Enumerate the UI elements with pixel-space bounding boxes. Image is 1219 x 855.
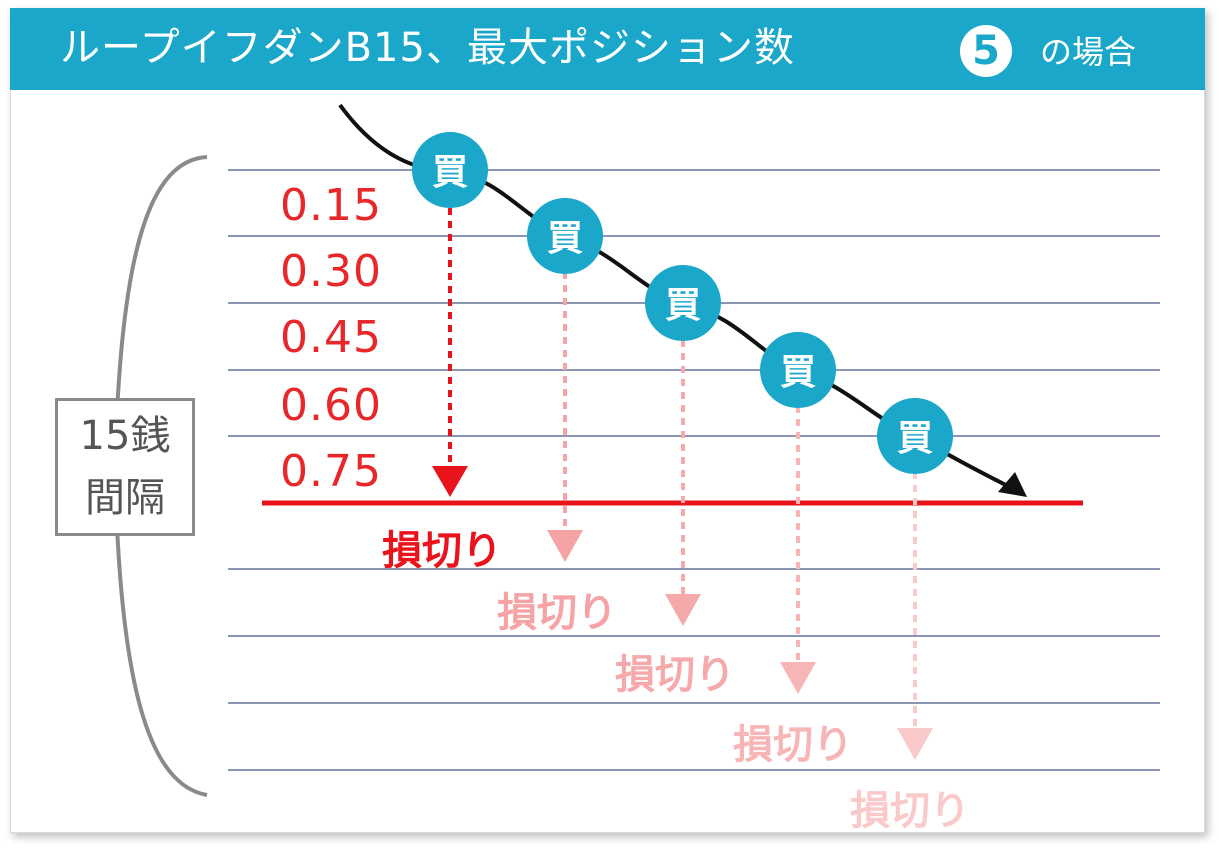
buy-markers: 買 買 買 買 買 [412,132,953,474]
interval-label-box: 15銭 間隔 [55,398,195,536]
buy-circle [877,398,953,474]
diagram-title: ループイフダンB15、最大ポジション数 [60,25,795,71]
interval-label-line2: 間隔 [85,475,165,521]
level-label: 0.75 [280,446,382,497]
title-bar: ループイフダンB15、最大ポジション数 5 の場合 [10,8,1205,90]
buy-circle [527,198,603,274]
level-label: 0.15 [280,180,382,231]
interval-label-line1: 15銭 [79,413,171,459]
stop-loss-label: 損切り [497,590,617,636]
buy-circle [412,132,488,208]
position-count-badge: 5 [960,25,1012,77]
diagram-card [10,8,1205,833]
stop-loss-label: 損切り [382,528,502,574]
buy-marker: 買 [760,332,836,408]
buy-label: 買 [432,152,468,193]
stop-arrow-head [547,530,583,562]
stop-loss-label: 損切り [733,722,853,768]
trend-arrow-head [998,472,1027,497]
stop-arrows [432,208,933,760]
stop-arrow-head [897,728,933,760]
title-suffix: の場合 [1040,33,1137,71]
buy-marker: 買 [645,265,721,341]
buy-marker: 買 [527,198,603,274]
buy-circle [760,332,836,408]
buy-circle [645,265,721,341]
buy-marker: 買 [877,398,953,474]
buy-label: 買 [780,352,816,393]
stop-loss-label: 損切り [850,788,970,834]
level-label: 0.45 [280,312,382,363]
buy-marker: 買 [412,132,488,208]
level-label: 0.60 [280,380,382,431]
stop-arrow-head [665,594,701,626]
stop-arrow-head [432,466,468,497]
level-label: 0.30 [280,246,382,297]
buy-label: 買 [897,418,933,459]
buy-label: 買 [547,218,583,259]
stop-loss-label: 損切り [615,652,735,698]
buy-label: 買 [665,285,701,326]
stop-arrow-head [780,662,816,694]
